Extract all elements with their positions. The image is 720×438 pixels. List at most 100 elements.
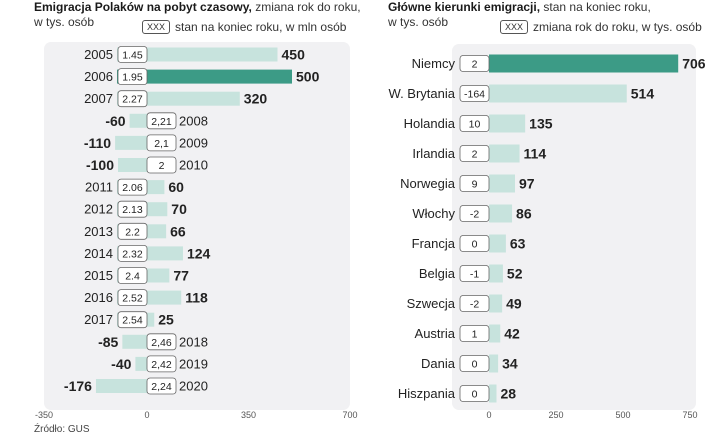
value-label-2013: 66 (170, 223, 186, 239)
x-tick-label: 0 (486, 410, 491, 420)
value-label-Irlandia: 114 (524, 146, 547, 162)
stock-box-2010 (146, 156, 177, 174)
stock-label-2008: 2,21 (151, 116, 172, 128)
right-title-rest: stan na koniec roku, (543, 0, 651, 14)
year-label-2010: 2010 (179, 158, 208, 173)
change-box-Dania (459, 355, 490, 372)
country-label-Belgia: Belgia (419, 266, 456, 281)
year-label-2009: 2009 (179, 135, 208, 150)
country-label-Holandia: Holandia (404, 116, 456, 131)
value-label-2015: 77 (173, 268, 189, 284)
stock-box-2006 (117, 68, 148, 85)
country-label-Hiszpania: Hiszpania (398, 386, 456, 401)
change-box-Norwegia (459, 175, 490, 192)
bar-Francja (489, 234, 506, 253)
stock-label-2011: 2.06 (122, 182, 143, 194)
country-label-Niemcy: Niemcy (412, 56, 456, 71)
value-label-Włochy: 86 (516, 206, 532, 222)
stock-label-2017: 2.54 (122, 315, 143, 327)
bar-W. Brytania (489, 84, 627, 103)
right-title-unit: w tys. osób (388, 15, 449, 29)
value-label-2008: -60 (105, 113, 125, 129)
value-label-Francja: 63 (510, 236, 526, 252)
x-tick-label: 250 (548, 410, 563, 420)
source-note: Źródło: GUS (34, 424, 90, 435)
change-label-Belgia: -1 (470, 269, 479, 281)
right-legend-text: zmiana rok do roku, w tys. osób (533, 20, 702, 34)
change-box-Hiszpania (459, 385, 490, 402)
left-title-unit: w tys. osób (34, 15, 95, 29)
change-label-Irlandia: 2 (472, 149, 478, 161)
bar-Włochy (489, 204, 513, 223)
left-title-rest: zmiana rok do roku, (255, 0, 361, 14)
stock-box-2005 (117, 46, 148, 63)
x-tick-label: 750 (682, 410, 697, 420)
value-label-2007: 320 (244, 91, 268, 107)
country-label-Irlandia: Irlandia (412, 146, 455, 161)
stock-label-2019: 2,42 (151, 359, 172, 371)
right-chart-title: Główne kierunki emigracji, stan na konie… (388, 0, 651, 30)
value-label-2019: -40 (111, 356, 131, 372)
change-box-Włochy (459, 205, 490, 222)
change-label-Niemcy: 2 (472, 59, 478, 71)
value-label-2009: -110 (84, 135, 111, 151)
stock-label-2009: 2,1 (154, 138, 169, 150)
stock-box-2020 (146, 377, 177, 395)
year-label-2015: 2015 (84, 268, 113, 283)
x-tick-label: 700 (342, 410, 357, 420)
right-plot-background (452, 44, 696, 410)
left-legend-text: stan na koniec roku, w mln osób (175, 20, 347, 34)
bar-Hiszpania (489, 384, 497, 403)
value-label-2006: 500 (296, 69, 320, 85)
year-label-2007: 2007 (84, 91, 113, 106)
year-label-2018: 2018 (179, 334, 208, 349)
stock-box-2014 (117, 244, 148, 262)
value-label-2012: 70 (171, 201, 187, 217)
change-label-Austria: 1 (472, 329, 478, 341)
x-tick-label: 500 (615, 410, 630, 420)
country-label-Włochy: Włochy (412, 206, 455, 221)
value-label-Dania: 34 (502, 356, 518, 372)
stock-box-2019 (146, 355, 177, 373)
value-label-2014: 124 (187, 245, 211, 261)
right-legend: XXX zmiana rok do roku, w tys. osób (500, 20, 702, 34)
stock-label-2016: 2.52 (122, 293, 143, 305)
value-label-2011: 60 (168, 179, 184, 195)
change-box-Belgia (459, 265, 490, 282)
bar-2007 (117, 91, 240, 106)
stock-label-2007: 2.27 (122, 94, 143, 106)
year-label-2017: 2017 (84, 312, 113, 327)
change-label-Norwegia: 9 (472, 179, 478, 191)
change-label-Francja: 0 (472, 239, 478, 251)
year-label-2012: 2012 (84, 202, 113, 217)
value-label-Austria: 42 (504, 326, 520, 342)
stock-box-2017 (117, 311, 148, 329)
stock-label-2018: 2,46 (151, 337, 172, 349)
left-chart-title: Emigracja Polaków na pobyt czasowy, zmia… (34, 0, 361, 30)
year-label-2016: 2016 (84, 290, 113, 305)
bar-Norwegia (489, 174, 515, 193)
x-tick-label: 350 (241, 410, 256, 420)
change-label-Szwecja: -2 (470, 299, 479, 311)
change-box-Holandia (459, 115, 490, 132)
value-label-Belgia: 52 (507, 266, 523, 282)
stock-label-2006: 1.95 (122, 72, 143, 84)
country-label-Norwegia: Norwegia (400, 176, 456, 191)
country-label-Francja: Francja (412, 236, 456, 251)
country-label-Szwecja: Szwecja (407, 296, 456, 311)
stock-box-2018 (146, 333, 177, 351)
change-box-W. Brytania (459, 85, 490, 102)
year-label-2006: 2006 (84, 69, 113, 84)
year-label-2008: 2008 (179, 113, 208, 128)
bar-2018 (122, 334, 147, 349)
value-label-2017: 25 (158, 312, 174, 328)
value-label-2018: -85 (98, 334, 118, 350)
change-box-Austria (459, 325, 490, 342)
stock-box-2016 (117, 289, 148, 307)
value-label-2010: -100 (86, 157, 114, 173)
left-legend: XXX stan na koniec roku, w mln osób (142, 20, 346, 34)
value-label-Norwegia: 97 (519, 176, 535, 192)
stock-box-2012 (117, 200, 148, 218)
bar-Irlandia (489, 144, 520, 163)
